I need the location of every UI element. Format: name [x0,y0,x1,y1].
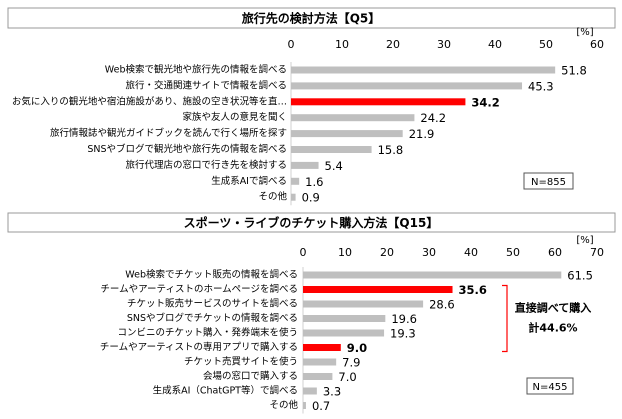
x-tick-label: 20 [380,246,394,259]
value-label: 19.6 [391,312,417,326]
category-label: 旅行情報誌や観光ガイドブックを読んで行く場所を探す [50,127,287,139]
bar [303,402,306,409]
category-label: その他 [258,191,287,203]
x-tick-label: 30 [437,38,451,51]
bar [303,358,337,366]
bar [291,146,372,153]
value-label: 19.3 [390,327,416,341]
category-label: 生成系AIで調べる [211,175,287,187]
x-tick-label: 10 [335,38,349,51]
x-tick-label: 60 [590,38,604,51]
note: N=855 [531,177,566,188]
value-label: 9.0 [347,341,367,355]
bar [303,286,453,293]
category-label: チームやアーティストの専用アプリで購入する [100,341,298,353]
value-label: 28.6 [429,298,455,312]
category-label: お気に入りの観光地や宿泊施設があり、施設の空き状況等を直… [12,95,287,107]
note-box [523,172,574,190]
bar [291,130,403,138]
bar [303,329,385,337]
x-tick-label: 20 [386,38,400,51]
value-label: 51.8 [561,64,587,78]
title-box [7,7,616,29]
value-label: 7.9 [342,356,360,370]
note: N=455 [533,382,568,393]
category-label: SNSやブログで観光地や旅行先の情報を調べる [87,143,287,155]
value-label: 3.3 [323,385,341,399]
value-label: 0.7 [312,399,330,413]
bar [291,66,556,74]
bracket [502,284,508,353]
value-label: 24.2 [420,111,446,125]
bar [303,271,562,279]
note-box [526,377,574,395]
title-box [7,212,616,233]
category-label: 生成系AI（ChatGPT等）で調べる [153,385,298,397]
chart-title: スポーツ・ライブのチケット購入方法【Q15】 [184,215,439,230]
category-label: SNSやブログでチケットの情報を調べる [127,312,298,324]
bar [291,82,523,90]
category-label: チケット販売サービスのサイトを調べる [127,298,298,310]
bar [303,373,333,380]
value-label: 7.0 [338,370,356,384]
value-label: 21.9 [409,127,435,141]
chart-title: 旅行先の検討方法【Q5】 [242,11,381,26]
x-tick-label: 0 [300,246,307,259]
annotation: 直接調べて購入 [515,301,592,315]
category-label: チケット売買サイトを使う [184,356,298,368]
category-label: 旅行・交通関連サイトで情報を調べる [125,79,287,91]
bar [303,387,317,395]
x-tick-label: 50 [506,246,520,259]
bar [303,315,386,322]
bar [291,193,296,201]
value-label: 61.5 [567,269,593,283]
x-tick-label: 0 [288,38,295,51]
annotation: 計44.6% [528,321,577,335]
x-tick-label: 70 [590,246,604,259]
x-tick-label: 60 [548,246,562,259]
value-label: 0.9 [302,191,320,205]
bar [291,161,319,169]
category-label: 家族や友人の意見を聞く [182,111,287,123]
value-label: 1.6 [305,175,323,189]
category-label: Web検索でチケット販売の情報を調べる [125,269,298,281]
x-tick-label: 10 [338,246,352,259]
value-label: 45.3 [528,79,554,93]
value-label: 5.4 [325,159,343,173]
category-label: その他 [269,399,298,411]
category-label: コンビニのチケット購入・発券端末を使う [117,327,298,339]
category-label: 旅行代理店の窓口で行き先を検討する [125,159,287,171]
x-tick-label: 30 [422,246,436,259]
unit-label: [%] [576,27,593,38]
bar [303,344,341,351]
category-label: チームやアーティストのホームページを調べる [100,283,298,295]
value-label: 35.6 [459,283,487,297]
bar [291,98,466,106]
bar [291,114,415,122]
bar [303,300,424,308]
value-label: 34.2 [471,95,499,109]
category-label: 会場の窓口で購入する [203,370,298,382]
value-label: 15.8 [378,143,404,157]
x-tick-label: 50 [539,38,553,51]
bar [291,177,300,185]
x-tick-label: 40 [464,246,478,259]
category-label: Web検索で観光地や旅行先の情報を調べる [105,64,287,76]
unit-label: [%] [576,235,593,246]
x-tick-label: 40 [488,38,502,51]
